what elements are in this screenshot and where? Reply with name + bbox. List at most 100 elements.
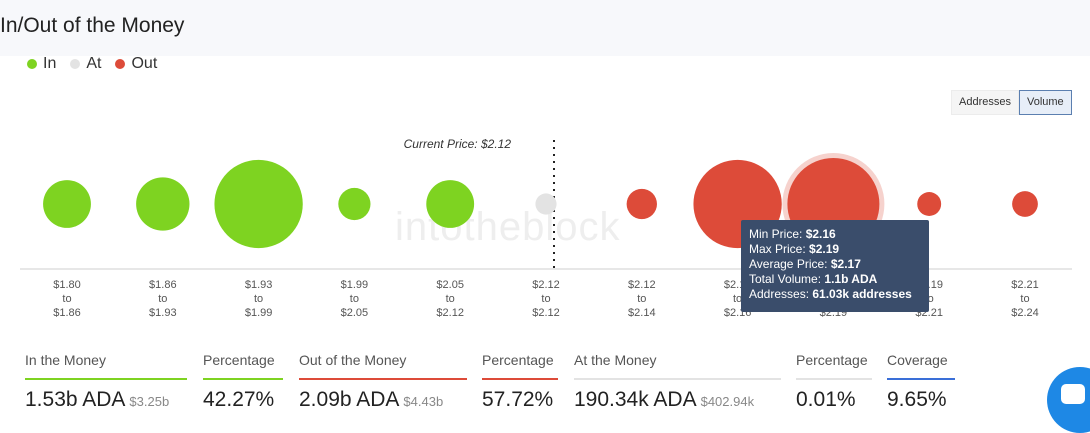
tick-label: to xyxy=(254,293,263,305)
tick-label: to xyxy=(925,293,934,305)
legend-dot-out xyxy=(115,59,126,69)
stat-value: 2.09b ADA $4.43b xyxy=(299,388,467,412)
legend-label-at: At xyxy=(86,55,102,72)
tooltip-min-row: Min Price: $2.16 xyxy=(749,227,921,242)
in-money-usd: $3.25b xyxy=(129,394,170,409)
stat-label: Percentage xyxy=(796,352,868,368)
tooltip-min-value: $2.16 xyxy=(805,227,836,241)
tooltip-avg-row: Average Price: $2.17 xyxy=(749,257,921,272)
tooltip-vol-label: Total Volume: xyxy=(749,272,822,286)
stat-in-percentage: Percentage 42.27% xyxy=(203,352,283,412)
at-money-usd: $402.94k xyxy=(700,394,755,409)
stat-label: Out of the Money xyxy=(299,352,407,368)
legend-dot-at xyxy=(70,59,81,69)
bubble-out-6 xyxy=(626,188,657,220)
legend-item-out[interactable]: Out xyxy=(115,55,157,73)
out-money-amount: 2.09b ADA xyxy=(299,388,400,411)
stat-underline xyxy=(887,378,955,380)
bubble-tooltip: Min Price: $2.16 Max Price: $2.19 Averag… xyxy=(741,220,929,312)
legend-dot-in xyxy=(27,59,37,69)
stat-label: At the Money xyxy=(574,352,657,368)
tick-label: $2.21 xyxy=(1011,279,1039,291)
stat-label: Percentage xyxy=(482,352,554,368)
summary-stats: In the Money 1.53b ADA $3.25b Percentage … xyxy=(0,352,1090,421)
tick-label: $1.93 xyxy=(149,307,177,319)
chat-bubble-icon xyxy=(1061,384,1085,404)
tick-label: to xyxy=(637,293,646,305)
stat-underline xyxy=(796,378,872,380)
stat-underline xyxy=(482,378,558,380)
tooltip-vol-row: Total Volume: 1.1b ADA xyxy=(749,272,921,287)
stat-underline xyxy=(574,378,781,380)
tooltip-addr-row: Addresses: 61.03k addresses xyxy=(749,287,921,302)
bubble-at-5 xyxy=(535,193,557,215)
legend-label-out: Out xyxy=(131,55,158,72)
tick-label: $2.14 xyxy=(628,307,656,319)
tooltip-vol-value: 1.1b ADA xyxy=(824,272,878,286)
tooltip-addr-value: 61.03k addresses xyxy=(812,287,912,301)
stat-value: 1.53b ADA $3.25b xyxy=(25,388,187,412)
tooltip-avg-value: $2.17 xyxy=(830,257,861,271)
tooltip-avg-label: Average Price: xyxy=(749,257,828,271)
tick-label: to xyxy=(350,293,359,305)
bubble-in-4 xyxy=(426,180,475,228)
coverage-value: 9.65% xyxy=(887,388,947,411)
addresses-toggle-button[interactable]: Addresses xyxy=(951,90,1019,115)
bubble-in-3 xyxy=(338,187,371,221)
stat-coverage: Coverage 9.65% xyxy=(887,352,955,412)
in-percentage-value: 42.27% xyxy=(203,388,275,411)
page-title: In/Out of the Money xyxy=(0,14,185,37)
header-band xyxy=(0,0,1090,56)
tick-label: $1.80 xyxy=(53,279,81,291)
tick-label: $1.99 xyxy=(341,279,369,291)
bubble-in-0 xyxy=(43,180,91,228)
tick-label: to xyxy=(733,293,742,305)
legend-item-in[interactable]: In xyxy=(27,55,56,73)
legend: In At Out xyxy=(27,55,157,73)
legend-item-at[interactable]: At xyxy=(70,55,101,73)
stat-label: In the Money xyxy=(25,352,106,368)
at-money-amount: 190.34k ADA xyxy=(574,388,697,411)
stat-underline xyxy=(203,378,283,380)
tick-label: $1.93 xyxy=(245,279,273,291)
tooltip-max-row: Max Price: $2.19 xyxy=(749,242,921,257)
in-money-amount: 1.53b ADA xyxy=(25,388,126,411)
tick-label: $2.12 xyxy=(532,307,560,319)
tick-label: $2.05 xyxy=(341,307,369,319)
tick-label: $1.86 xyxy=(149,279,177,291)
stat-out-percentage: Percentage 57.72% xyxy=(482,352,558,412)
stat-value: 190.34k ADA $402.94k xyxy=(574,388,781,412)
tick-label: to xyxy=(62,293,71,305)
volume-toggle-button[interactable]: Volume xyxy=(1018,90,1072,115)
legend-label-in: In xyxy=(43,55,57,72)
tick-label: $1.86 xyxy=(53,307,81,319)
tick-label: $2.05 xyxy=(436,279,464,291)
out-money-usd: $4.43b xyxy=(403,394,444,409)
out-percentage-value: 57.72% xyxy=(482,388,554,411)
at-percentage-value: 0.01% xyxy=(796,388,856,411)
tick-label: to xyxy=(541,293,550,305)
tick-label: $1.99 xyxy=(245,307,273,319)
tick-label: to xyxy=(158,293,167,305)
stat-underline xyxy=(299,378,467,380)
bubble-in-2 xyxy=(214,159,303,249)
tooltip-max-value: $2.19 xyxy=(809,242,840,256)
tick-label: $2.12 xyxy=(532,279,560,291)
stat-at-percentage: Percentage 0.01% xyxy=(796,352,872,412)
stat-underline xyxy=(25,378,187,380)
tooltip-addr-label: Addresses: xyxy=(749,287,810,301)
tooltip-min-label: Min Price: xyxy=(749,227,803,241)
bubble-out-9 xyxy=(917,192,942,216)
stat-in-the-money: In the Money 1.53b ADA $3.25b xyxy=(25,352,187,412)
stat-out-of-the-money: Out of the Money 2.09b ADA $4.43b xyxy=(299,352,467,412)
tick-label: to xyxy=(446,293,455,305)
tick-label: $2.12 xyxy=(436,307,464,319)
stat-label: Coverage xyxy=(887,352,948,368)
tick-label: to xyxy=(1020,293,1029,305)
bubble-in-1 xyxy=(136,177,190,231)
metric-toggle: Addresses Volume xyxy=(951,90,1072,115)
stat-at-the-money: At the Money 190.34k ADA $402.94k xyxy=(574,352,781,412)
tick-label: $2.12 xyxy=(628,279,656,291)
tick-label: $2.24 xyxy=(1011,307,1039,319)
bubble-chart: Current Price: $2.12 $1.80 to $1.86 $1.86 to $… xyxy=(20,137,1072,319)
